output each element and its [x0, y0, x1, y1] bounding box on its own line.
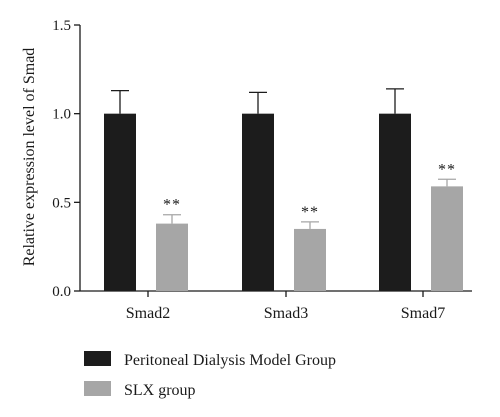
data-labels: ** ** ** [163, 161, 456, 221]
bar [431, 186, 463, 291]
y-axis-label: Relative expression level of Smad [21, 48, 38, 267]
x-tick-label: Smad2 [126, 305, 170, 322]
legend: Peritoneal Dialysis Model Group SLX group [84, 351, 336, 399]
bar [156, 223, 188, 291]
y-axis: 0.0 0.5 1.0 1.5 [52, 18, 81, 300]
y-tick-label: 1.0 [52, 107, 71, 123]
bars [104, 88, 463, 292]
x-tick-label: Smad7 [401, 305, 445, 322]
y-tick-label: 0.0 [52, 284, 71, 300]
bar [104, 113, 136, 292]
y-tick-label: 0.5 [52, 195, 71, 211]
bar [379, 113, 411, 292]
x-tick-label: Smad3 [264, 305, 308, 322]
legend-label: Peritoneal Dialysis Model Group [124, 352, 336, 369]
legend-swatch [84, 351, 111, 366]
x-axis: Smad2 Smad3 Smad7 [80, 290, 472, 322]
bar [294, 228, 326, 291]
legend-label: SLX group [124, 382, 196, 399]
y-tick-label: 1.5 [52, 18, 71, 34]
legend-swatch [84, 381, 111, 396]
significance-label: ** [163, 197, 181, 214]
significance-label: ** [301, 204, 319, 221]
bar [242, 113, 274, 292]
significance-label: ** [438, 161, 456, 178]
